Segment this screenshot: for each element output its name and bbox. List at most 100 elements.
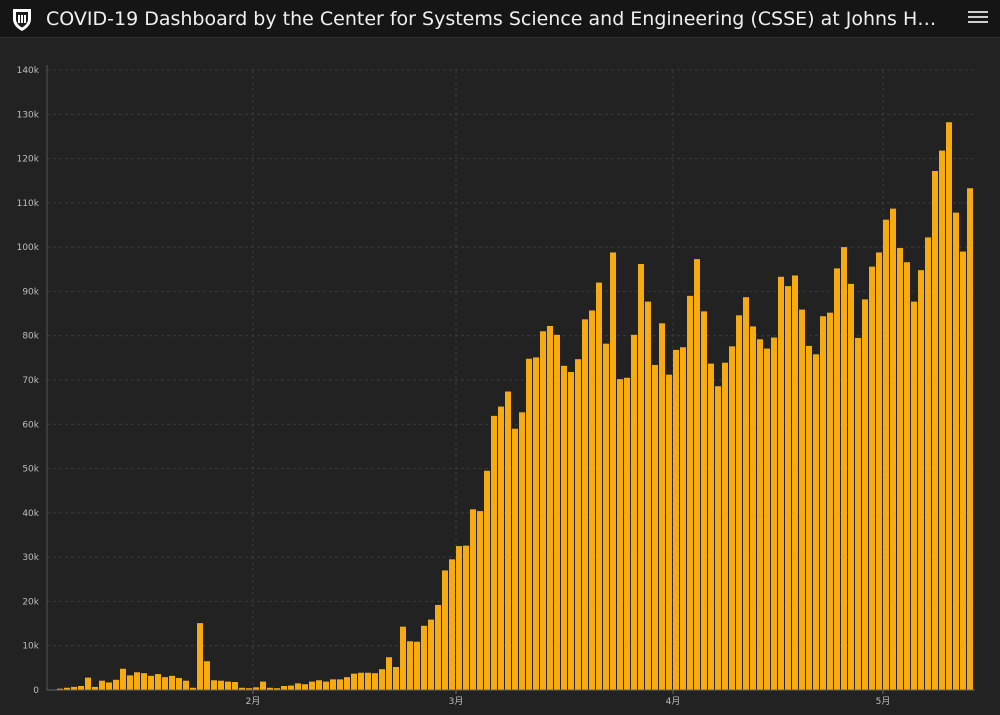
bar[interactable]	[743, 297, 749, 690]
bar[interactable]	[477, 511, 483, 690]
bar[interactable]	[330, 679, 336, 690]
bar[interactable]	[820, 316, 826, 690]
bar[interactable]	[610, 252, 616, 690]
bar[interactable]	[526, 359, 532, 690]
bar[interactable]	[127, 675, 133, 690]
bar[interactable]	[463, 546, 469, 690]
bar[interactable]	[428, 620, 434, 690]
bar[interactable]	[505, 392, 511, 690]
bar[interactable]	[736, 315, 742, 690]
bar[interactable]	[218, 681, 224, 690]
bar[interactable]	[932, 171, 938, 690]
bar[interactable]	[652, 365, 658, 690]
bar[interactable]	[323, 682, 329, 690]
bar[interactable]	[225, 682, 231, 690]
bar[interactable]	[722, 363, 728, 690]
bar[interactable]	[449, 559, 455, 690]
bar[interactable]	[617, 379, 623, 690]
bar[interactable]	[386, 657, 392, 690]
bar[interactable]	[925, 237, 931, 690]
bar[interactable]	[288, 686, 294, 690]
bar[interactable]	[351, 674, 357, 690]
bar[interactable]	[638, 264, 644, 690]
bar[interactable]	[561, 366, 567, 690]
bar[interactable]	[897, 248, 903, 690]
bar[interactable]	[183, 681, 189, 690]
bar[interactable]	[596, 283, 602, 690]
bar[interactable]	[365, 673, 371, 690]
bar[interactable]	[407, 641, 413, 690]
bar[interactable]	[806, 346, 812, 690]
bar[interactable]	[197, 623, 203, 690]
bar[interactable]	[379, 669, 385, 690]
bar[interactable]	[967, 188, 973, 690]
bar[interactable]	[631, 335, 637, 690]
bar[interactable]	[960, 252, 966, 690]
bar[interactable]	[953, 213, 959, 690]
bar[interactable]	[540, 331, 546, 690]
bar[interactable]	[309, 682, 315, 690]
bar[interactable]	[512, 429, 518, 690]
bar[interactable]	[841, 247, 847, 690]
bar[interactable]	[771, 337, 777, 690]
bar[interactable]	[855, 338, 861, 690]
bar[interactable]	[715, 386, 721, 690]
bar[interactable]	[666, 375, 672, 690]
bar[interactable]	[862, 299, 868, 690]
bar[interactable]	[141, 673, 147, 690]
bar[interactable]	[162, 677, 168, 690]
bar[interactable]	[701, 311, 707, 690]
bar[interactable]	[421, 626, 427, 690]
bar[interactable]	[946, 122, 952, 690]
bar[interactable]	[645, 302, 651, 690]
bar[interactable]	[169, 676, 175, 690]
bar[interactable]	[904, 262, 910, 690]
bar[interactable]	[582, 319, 588, 690]
bar[interactable]	[834, 268, 840, 690]
bar[interactable]	[603, 344, 609, 690]
bar[interactable]	[316, 680, 322, 690]
bar[interactable]	[785, 286, 791, 690]
bar[interactable]	[498, 407, 504, 690]
bar[interactable]	[393, 667, 399, 690]
bar[interactable]	[155, 674, 161, 690]
bar[interactable]	[939, 151, 945, 690]
bar[interactable]	[358, 673, 364, 690]
bar[interactable]	[876, 252, 882, 690]
bar[interactable]	[694, 259, 700, 690]
bar[interactable]	[554, 335, 560, 690]
bar[interactable]	[575, 359, 581, 690]
bar[interactable]	[918, 270, 924, 690]
bar[interactable]	[435, 605, 441, 690]
bar[interactable]	[148, 676, 154, 690]
bar[interactable]	[729, 346, 735, 690]
bar[interactable]	[400, 627, 406, 690]
bar[interactable]	[757, 339, 763, 690]
bar[interactable]	[911, 302, 917, 690]
bar[interactable]	[764, 349, 770, 690]
bar[interactable]	[281, 686, 287, 690]
bar[interactable]	[484, 471, 490, 690]
bar[interactable]	[624, 378, 630, 690]
hamburger-menu-icon[interactable]	[968, 8, 988, 28]
bar[interactable]	[260, 682, 266, 690]
bar[interactable]	[232, 682, 238, 690]
bar[interactable]	[442, 570, 448, 690]
bar[interactable]	[568, 372, 574, 690]
bar[interactable]	[827, 313, 833, 690]
bar[interactable]	[708, 364, 714, 690]
bar[interactable]	[589, 310, 595, 690]
bar[interactable]	[792, 275, 798, 690]
bar[interactable]	[372, 673, 378, 690]
bar[interactable]	[414, 642, 420, 690]
bar[interactable]	[337, 679, 343, 690]
bar[interactable]	[344, 677, 350, 690]
bar[interactable]	[176, 678, 182, 690]
bar[interactable]	[813, 354, 819, 690]
bar[interactable]	[547, 326, 553, 690]
bar[interactable]	[687, 296, 693, 690]
bar[interactable]	[659, 323, 665, 690]
bar[interactable]	[883, 220, 889, 690]
bar[interactable]	[673, 350, 679, 690]
bar[interactable]	[106, 682, 112, 690]
